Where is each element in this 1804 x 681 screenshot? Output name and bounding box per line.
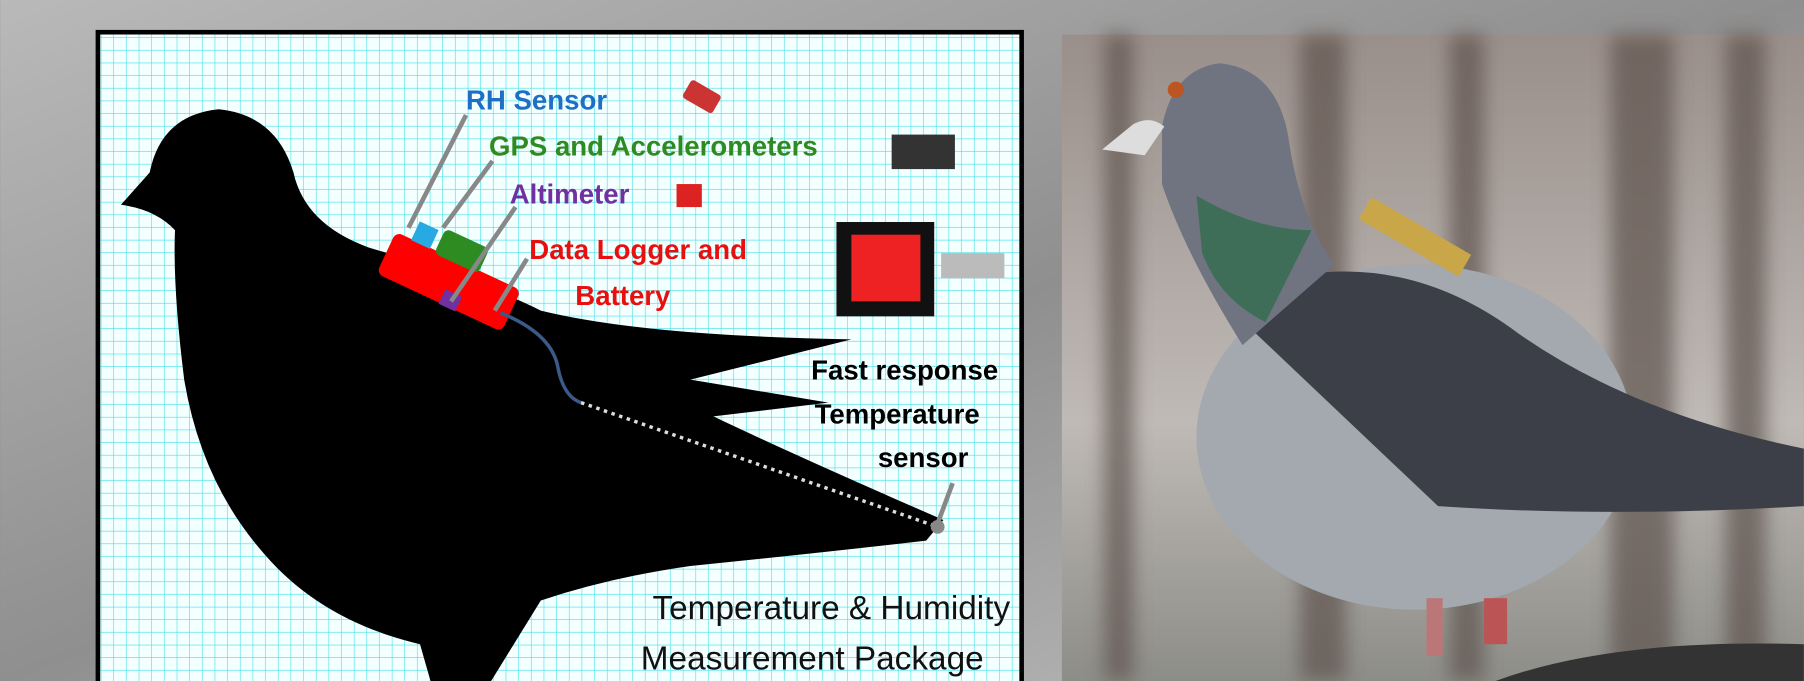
component-label: Fast response xyxy=(811,355,998,386)
component-label: sensor xyxy=(878,442,969,473)
sensor-wire xyxy=(580,400,939,529)
photo xyxy=(1061,34,1804,681)
temp-sensor xyxy=(930,519,945,534)
component-label: Data Logger and xyxy=(529,234,747,265)
alt-icon xyxy=(676,184,702,208)
gps-icon xyxy=(891,134,955,170)
pigeon-silhouette xyxy=(120,109,944,681)
component-label: RH Sensor xyxy=(466,84,607,115)
caption-line: Measurement Package xyxy=(641,640,984,677)
component-label: GPS and Accelerometers xyxy=(489,130,818,161)
logger-board xyxy=(851,234,921,302)
component-label: Altimeter xyxy=(510,179,630,210)
battery-icon xyxy=(941,253,1005,279)
component-label: Temperature xyxy=(815,398,980,429)
caption-line: Temperature & Humidity xyxy=(652,590,1010,627)
component-label: Battery xyxy=(575,280,671,311)
leader-lines xyxy=(406,113,955,525)
wire xyxy=(499,311,582,405)
rh-icon xyxy=(682,80,721,113)
grid-panel: RH Sensor GPS and Accelerometers Altimeter… xyxy=(95,29,1024,681)
